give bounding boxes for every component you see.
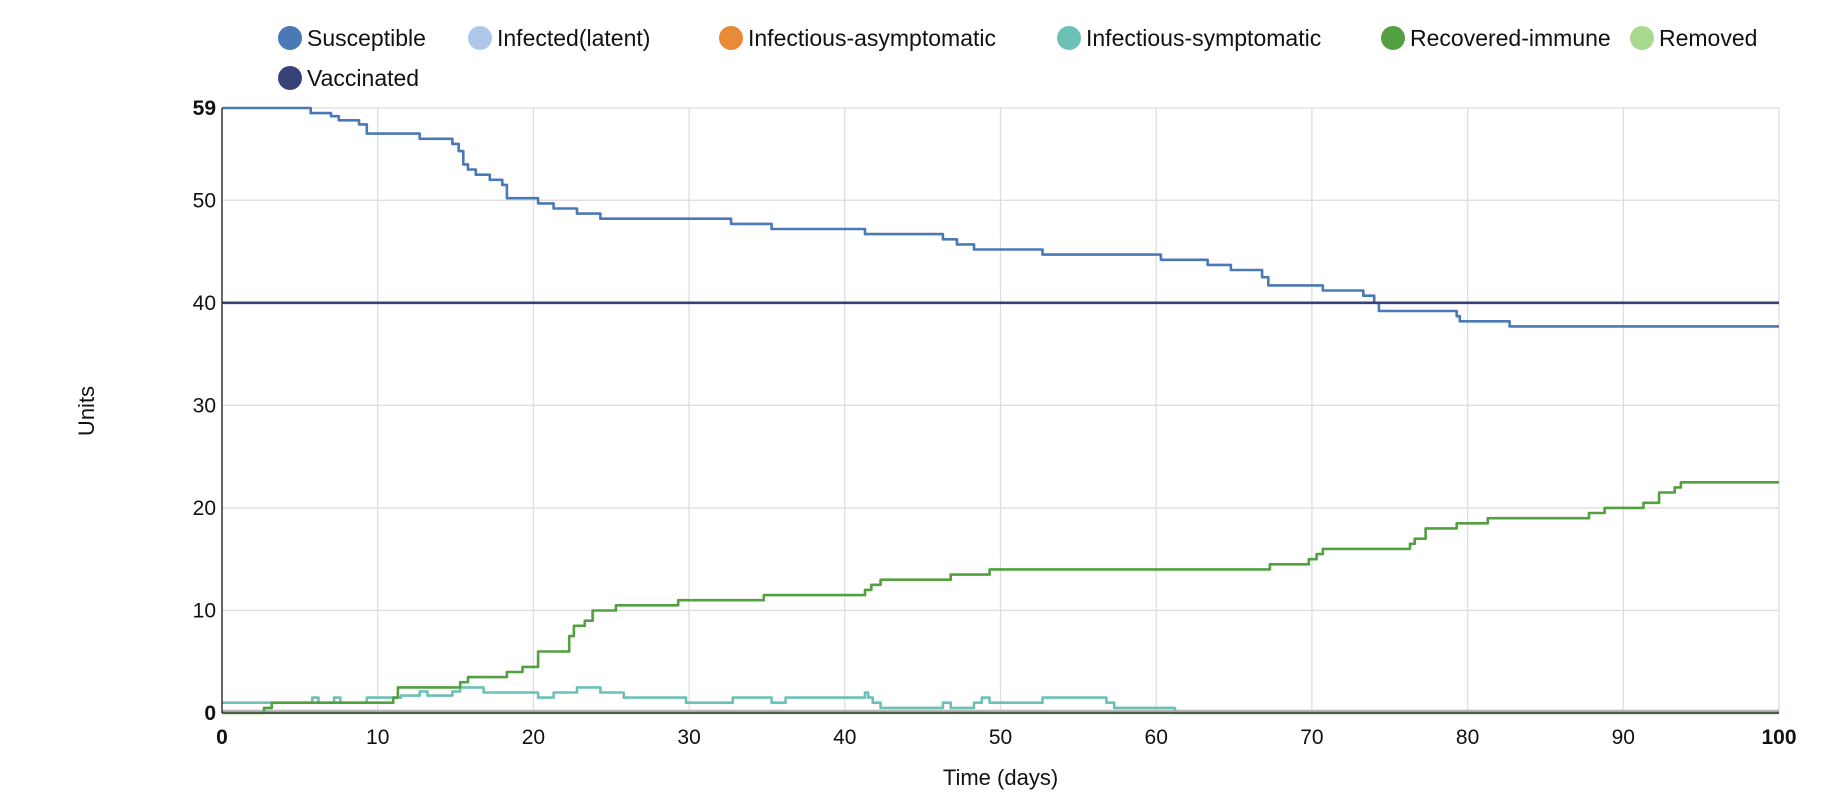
series-line-susceptible: [222, 106, 1779, 328]
legend-label-removed: Removed: [1659, 25, 1757, 51]
legend-label-infectious-asymptomatic: Infectious-asymptomatic: [748, 25, 996, 51]
legend-item-vaccinated[interactable]: Vaccinated: [278, 65, 419, 91]
x-tick-label-80: 80: [1456, 726, 1479, 749]
x-tick-label-30: 30: [677, 726, 700, 749]
legend-swatch-susceptible: [278, 26, 302, 50]
y-tick-label-50: 50: [193, 189, 216, 212]
legend-item-removed[interactable]: Removed: [1630, 25, 1757, 51]
legend-item-recovered-immune[interactable]: Recovered-immune: [1381, 25, 1611, 51]
series-line-recovered-immune: [222, 481, 1779, 715]
y-axis-title: Units: [74, 386, 99, 436]
y-tick-label-40: 40: [193, 292, 216, 315]
legend-label-infected-latent: Infected(latent): [497, 25, 650, 51]
legend-label-susceptible: Susceptible: [307, 25, 426, 51]
legend-item-infectious-symptomatic[interactable]: Infectious-symptomatic: [1057, 25, 1321, 51]
y-tick-label-20: 20: [193, 497, 216, 520]
y-tick-label-10: 10: [193, 599, 216, 622]
legend-swatch-infectious-symptomatic: [1057, 26, 1081, 50]
legend-label-infectious-symptomatic: Infectious-symptomatic: [1086, 25, 1321, 51]
legend-swatch-infectious-asymptomatic: [719, 26, 743, 50]
x-tick-label-70: 70: [1300, 726, 1323, 749]
x-tick-label-10: 10: [366, 726, 389, 749]
legend-label-recovered-immune: Recovered-immune: [1410, 25, 1611, 51]
legend-swatch-infected-latent: [468, 26, 492, 50]
legend-swatch-vaccinated: [278, 66, 302, 90]
legend-item-infected-latent[interactable]: Infected(latent): [468, 25, 650, 51]
x-tick-label-100: 100: [1761, 726, 1796, 749]
axes: 0 10 20 30 40 50 60 70 80 90 100 0 10 20 30 40 50 59 Time …: [74, 97, 1797, 790]
legend-item-infectious-asymptomatic[interactable]: Infectious-asymptomatic: [719, 25, 996, 51]
grid: [222, 107, 1780, 713]
legend-swatch-removed: [1630, 26, 1654, 50]
x-tick-label-20: 20: [522, 726, 545, 749]
x-tick-label-50: 50: [989, 726, 1012, 749]
x-tick-label-0: 0: [216, 726, 228, 749]
x-tick-label-90: 90: [1612, 726, 1635, 749]
y-tick-label-0: 0: [204, 702, 216, 725]
legend-item-susceptible[interactable]: Susceptible: [278, 25, 426, 51]
legend: Susceptible Infected(latent) Infectious-as…: [278, 25, 1757, 91]
legend-swatch-recovered-immune: [1381, 26, 1405, 50]
y-tick-label-59: 59: [193, 97, 216, 120]
x-tick-label-40: 40: [833, 726, 856, 749]
legend-label-vaccinated: Vaccinated: [307, 65, 419, 91]
y-tick-label-30: 30: [193, 394, 216, 417]
series-line-infectious-symptomatic: [222, 686, 1779, 715]
x-tick-label-60: 60: [1145, 726, 1168, 749]
x-axis-title: Time (days): [943, 765, 1058, 790]
